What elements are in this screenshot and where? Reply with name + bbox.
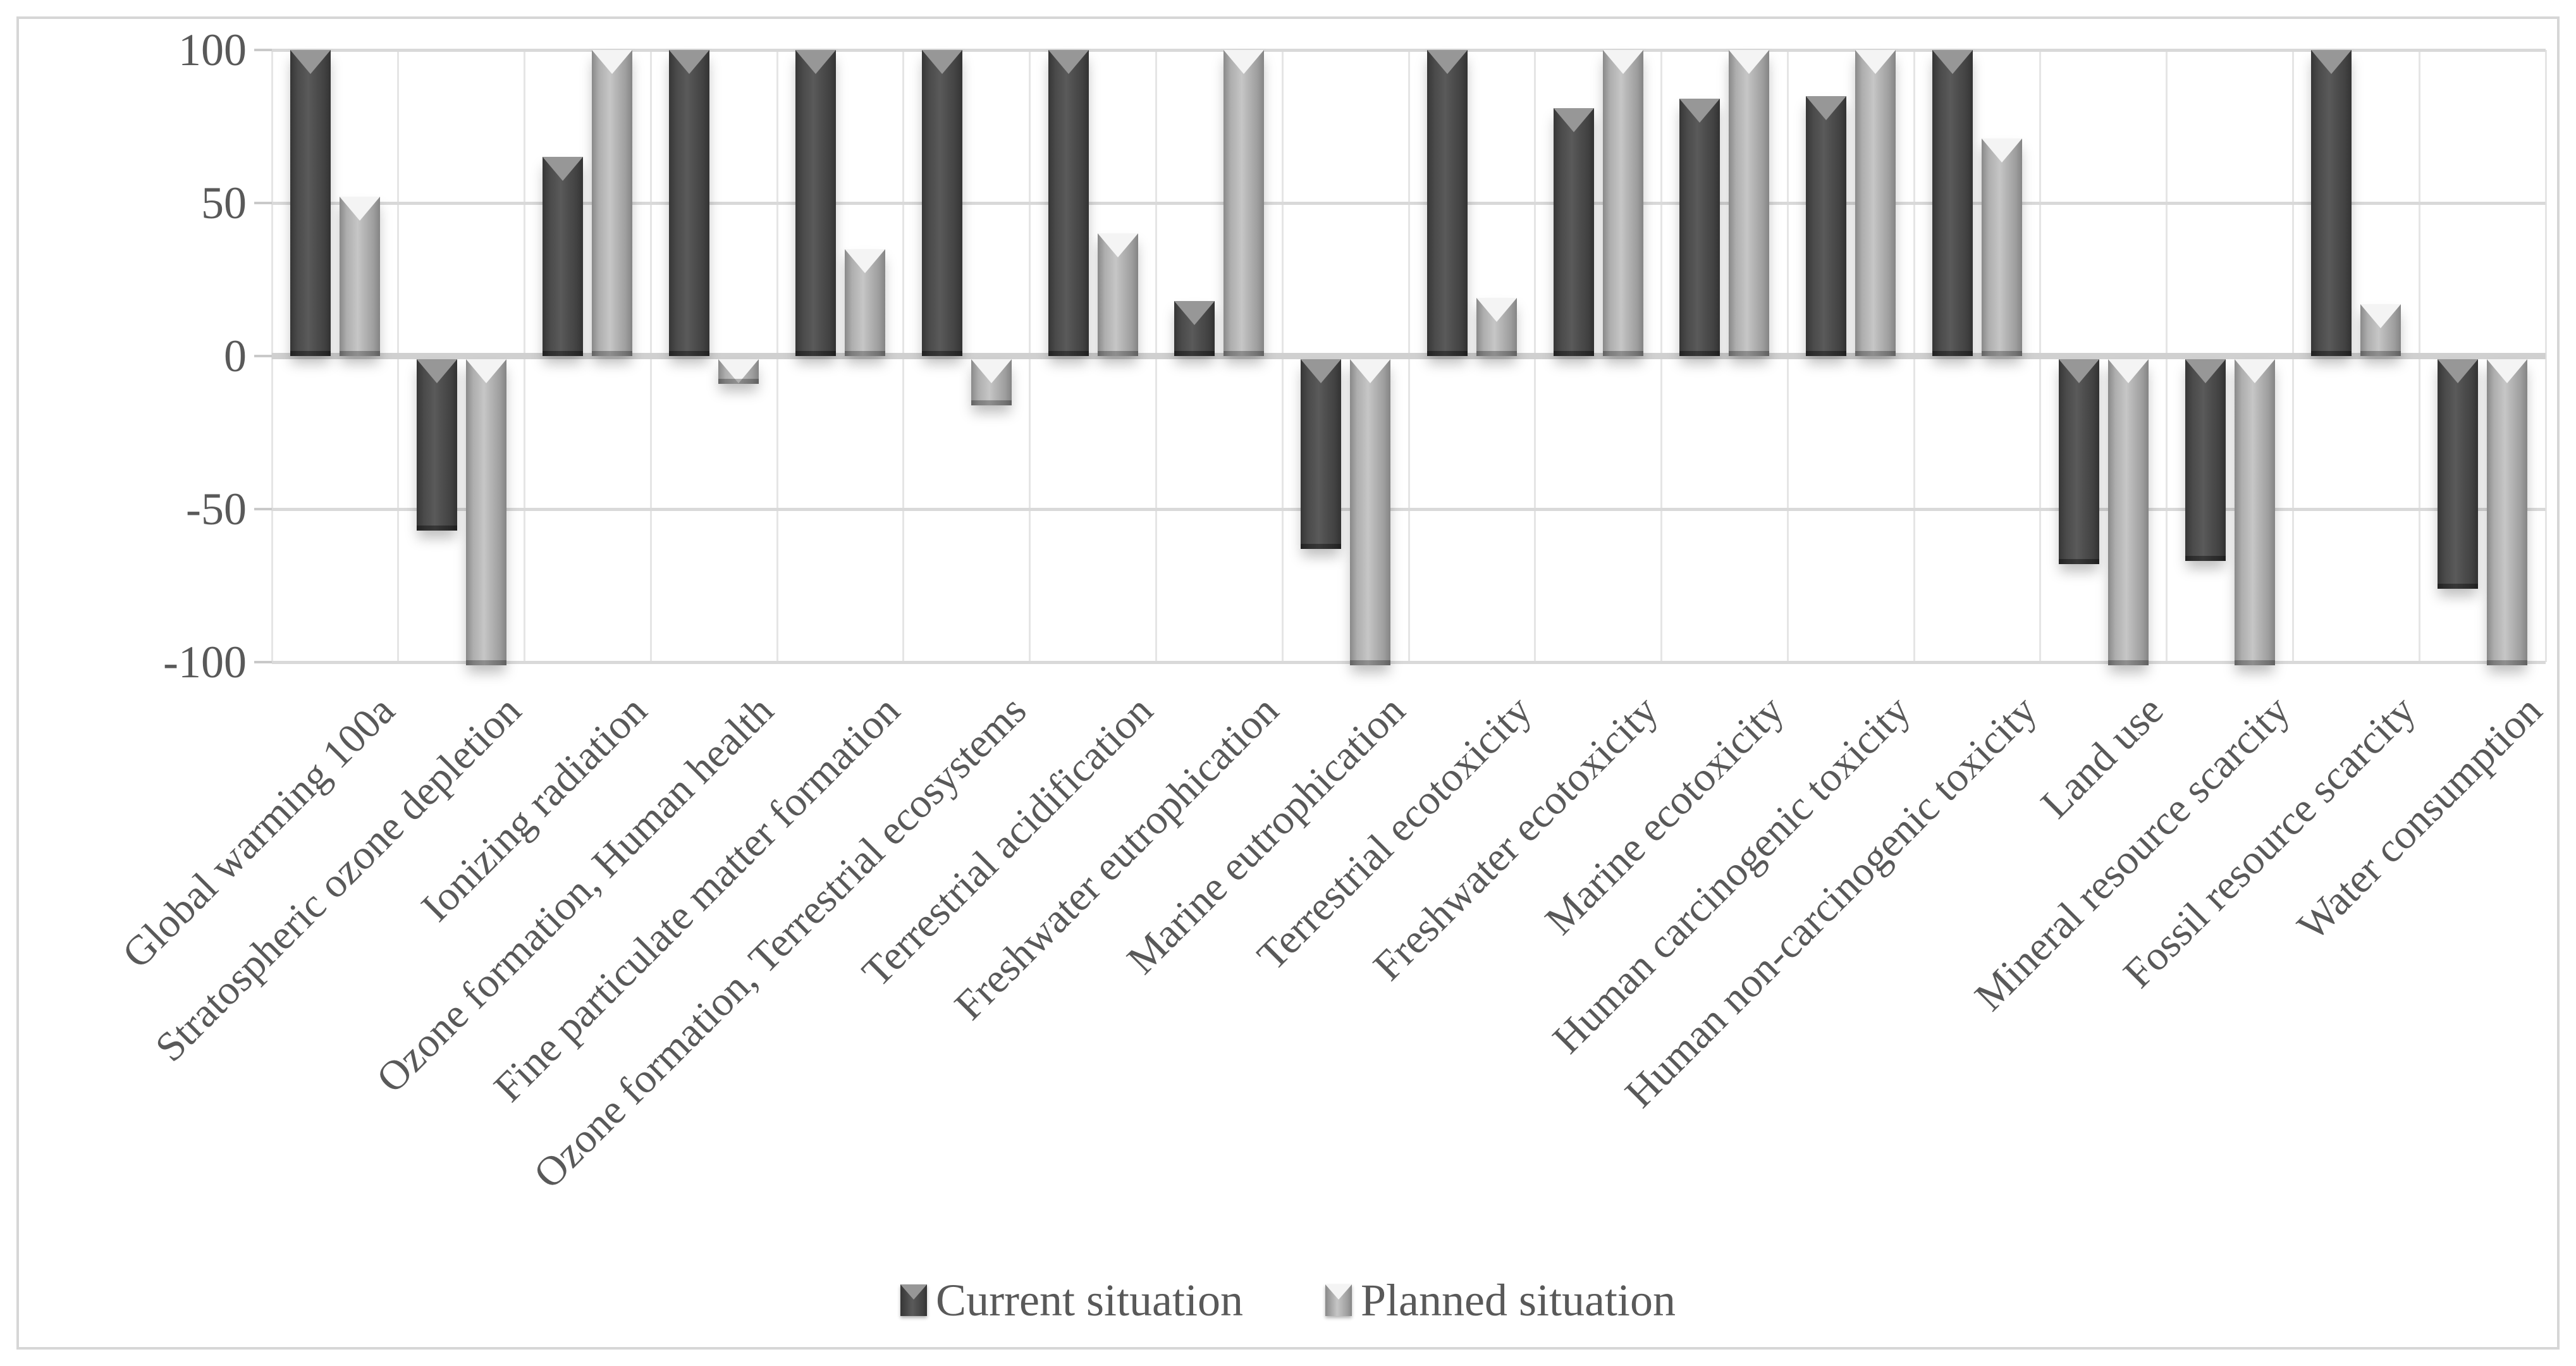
bar-planned xyxy=(2487,359,2528,665)
y-axis-tick-label: 100 xyxy=(178,25,247,75)
bar-planned xyxy=(718,359,759,384)
gridline xyxy=(272,201,2546,205)
y-axis-tick-label: -50 xyxy=(186,484,247,534)
bar-current xyxy=(1174,300,1215,357)
bar-planned xyxy=(1982,138,2022,356)
bar-planned xyxy=(971,359,1012,405)
bar-current xyxy=(1932,50,1973,356)
y-axis-tick xyxy=(254,49,272,51)
bar-current xyxy=(1048,50,1089,356)
legend-marker-current-icon xyxy=(900,1284,928,1316)
bar-planned xyxy=(1097,233,1138,356)
legend-label-current: Current situation xyxy=(936,1275,1243,1326)
y-axis-tick xyxy=(254,661,272,663)
y-axis-tick-label: -100 xyxy=(163,637,247,687)
bar-current xyxy=(2058,359,2099,565)
bar-current xyxy=(416,359,457,531)
legend-marker-planned-icon xyxy=(1325,1284,1352,1316)
bar-planned xyxy=(1729,50,1770,356)
bar-planned xyxy=(1602,50,1643,356)
y-axis-tick xyxy=(254,355,272,357)
gridline xyxy=(272,660,2546,664)
y-axis-tick xyxy=(254,202,272,204)
bar-current xyxy=(1806,95,1847,357)
gridline xyxy=(272,48,2546,52)
bar-planned xyxy=(2360,304,2401,357)
bar-current xyxy=(543,157,584,356)
bar-planned xyxy=(1224,50,1265,356)
bar-planned xyxy=(845,249,885,357)
bar-planned xyxy=(2107,359,2149,665)
bar-current xyxy=(1301,359,1342,550)
bar-current xyxy=(2185,359,2226,562)
legend-label-planned: Planned situation xyxy=(1360,1275,1676,1326)
bar-current xyxy=(2438,359,2479,589)
gridline xyxy=(272,353,2546,359)
bar-current xyxy=(1553,108,1594,357)
chart-frame xyxy=(16,16,2560,1350)
legend-item-planned: Planned situation xyxy=(1325,1275,1676,1326)
bar-current xyxy=(2311,50,2352,356)
bar-planned xyxy=(339,197,380,356)
bar-current xyxy=(795,50,836,356)
legend: Current situation Planned situation xyxy=(0,1275,2576,1326)
y-axis-tick-label: 50 xyxy=(201,178,247,228)
bar-planned xyxy=(1855,50,1896,356)
legend-item-current: Current situation xyxy=(900,1275,1243,1326)
y-axis-tick-label: 0 xyxy=(224,331,247,381)
bar-planned xyxy=(2234,359,2275,665)
bar-current xyxy=(921,50,962,356)
bar-planned xyxy=(592,50,633,356)
gridline xyxy=(272,507,2546,511)
bar-current xyxy=(669,50,710,356)
bar-current xyxy=(1679,99,1720,356)
y-axis-tick xyxy=(254,508,272,510)
bar-planned xyxy=(1350,359,1391,665)
bar-current xyxy=(290,50,331,356)
bar-planned xyxy=(465,359,506,665)
bar-current xyxy=(1426,50,1468,356)
category-boundary-gridline xyxy=(2544,50,2547,662)
bar-planned xyxy=(1476,298,1517,356)
